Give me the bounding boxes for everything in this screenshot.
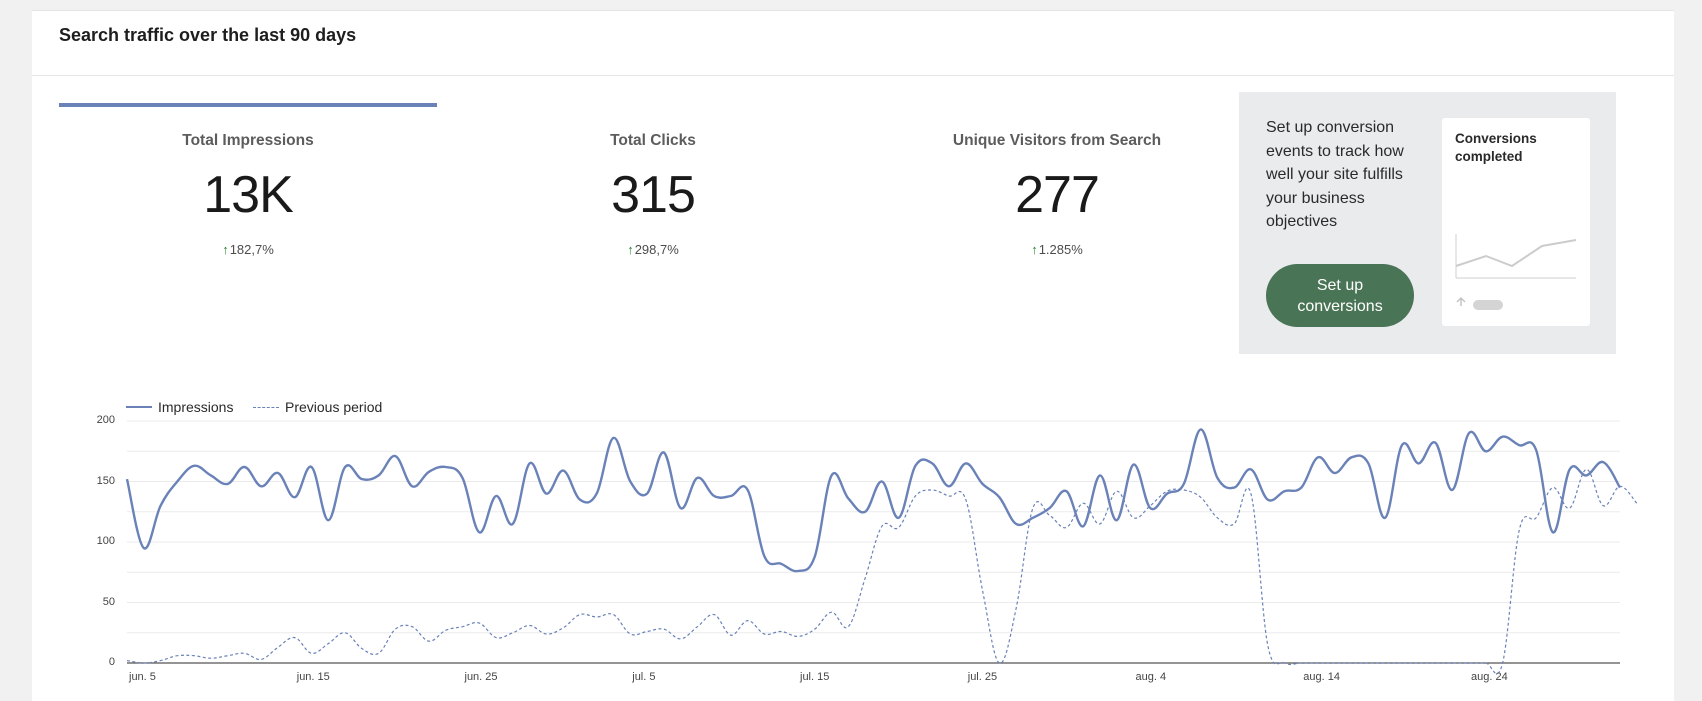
metric-total-clicks[interactable]: Total Clicks 315 ↑298,7% bbox=[464, 103, 842, 283]
panel-header: Search traffic over the last 90 days bbox=[32, 11, 1674, 76]
legend-item-previous-period[interactable]: Previous period bbox=[253, 399, 382, 415]
legend-label: Previous period bbox=[285, 399, 383, 415]
arrow-up-icon bbox=[1456, 296, 1466, 306]
chart-grid bbox=[127, 420, 1620, 664]
arrow-up-icon: ↑ bbox=[222, 242, 229, 257]
y-tick-label: 50 bbox=[102, 595, 115, 608]
x-tick-label: jun. 25 bbox=[464, 671, 498, 683]
active-tab-indicator bbox=[59, 103, 437, 107]
legend-swatch-solid bbox=[126, 406, 152, 408]
panel-title: Search traffic over the last 90 days bbox=[59, 25, 357, 45]
conversions-promo: Set up conversion events to track how we… bbox=[1239, 92, 1616, 354]
x-tick-label: jul. 15 bbox=[800, 671, 830, 683]
chart-series bbox=[125, 428, 1638, 675]
metric-delta-value: 182,7% bbox=[229, 242, 274, 257]
sparkline-line bbox=[1455, 239, 1577, 268]
metric-value: 277 bbox=[1015, 166, 1100, 224]
metric-label: Total Impressions bbox=[182, 132, 314, 149]
conversions-preview-card: Conversions completed bbox=[1442, 118, 1590, 326]
metric-total-impressions[interactable]: Total Impressions 13K ↑182,7% bbox=[59, 103, 437, 283]
legend-swatch-dashed bbox=[253, 406, 279, 408]
metric-label: Total Clicks bbox=[610, 132, 696, 149]
x-tick-label: aug. 4 bbox=[1135, 671, 1167, 683]
previous-period-line bbox=[126, 468, 1638, 675]
promo-text: Set up conversion events to track how we… bbox=[1266, 119, 1404, 230]
metric-delta: ↑1.285% bbox=[868, 242, 1246, 257]
x-tick-label: aug. 24 bbox=[1471, 671, 1508, 683]
metric-value: 315 bbox=[611, 166, 696, 224]
x-tick-label: jun. 15 bbox=[296, 671, 330, 683]
legend-item-impressions[interactable]: Impressions bbox=[126, 399, 233, 415]
arrow-up-icon: ↑ bbox=[1031, 242, 1038, 257]
metric-unique-visitors[interactable]: Unique Visitors from Search 277 ↑1.285% bbox=[868, 103, 1246, 283]
metric-delta-value: 298,7% bbox=[634, 242, 679, 257]
legend-label: Impressions bbox=[158, 399, 234, 415]
metric-delta: ↑298,7% bbox=[464, 242, 842, 257]
x-tick-label: jun. 5 bbox=[129, 671, 156, 683]
x-tick-label: jul. 25 bbox=[967, 671, 998, 683]
placeholder-sparkline bbox=[1455, 234, 1577, 310]
placeholder-pill bbox=[1473, 300, 1503, 310]
metric-label: Unique Visitors from Search bbox=[952, 132, 1162, 149]
metric-delta: ↑182,7% bbox=[59, 242, 437, 257]
y-tick-label: 0 bbox=[108, 656, 115, 668]
arrow-up-icon: ↑ bbox=[627, 242, 634, 257]
impressions-line bbox=[125, 428, 1622, 573]
y-tick-label: 100 bbox=[96, 535, 115, 547]
card-title: Conversions completed bbox=[1455, 131, 1537, 164]
metric-delta-value: 1.285% bbox=[1038, 242, 1083, 257]
x-tick-label: aug. 14 bbox=[1303, 671, 1340, 683]
x-tick-label: jul. 5 bbox=[632, 671, 656, 683]
y-tick-label: 200 bbox=[96, 414, 115, 426]
metric-value: 13K bbox=[203, 166, 294, 224]
set-up-conversions-button[interactable]: Set up conversions bbox=[1266, 264, 1414, 327]
y-tick-label: 150 bbox=[96, 474, 115, 487]
